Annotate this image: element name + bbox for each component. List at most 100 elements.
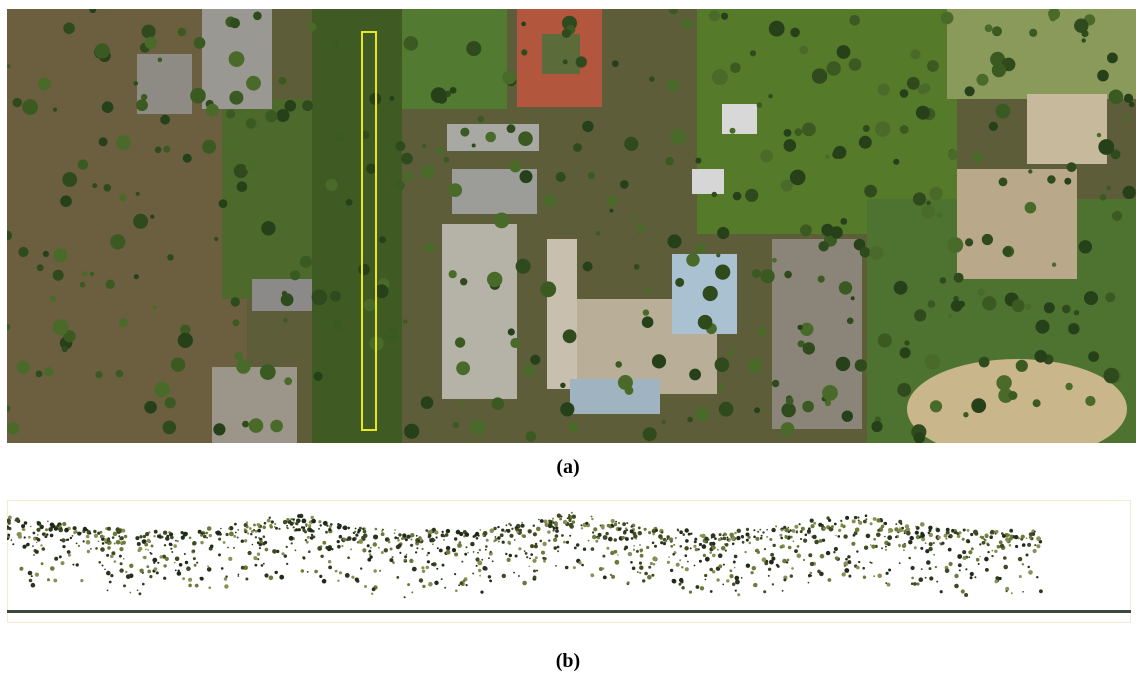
leaf-point bbox=[675, 537, 677, 539]
tree bbox=[918, 85, 927, 94]
leaf-point bbox=[585, 522, 588, 525]
leaf-point bbox=[963, 529, 966, 532]
leaf-point bbox=[368, 551, 370, 553]
leaf-point bbox=[443, 539, 445, 541]
leaf-point bbox=[223, 541, 226, 544]
leaf-point bbox=[945, 568, 950, 573]
leaf-point bbox=[62, 545, 65, 548]
leaf-point bbox=[819, 572, 824, 577]
leaf-point bbox=[418, 540, 420, 542]
tree bbox=[470, 419, 485, 434]
leaf-point bbox=[50, 534, 54, 538]
leaf-point bbox=[959, 569, 961, 571]
leaf-point bbox=[751, 571, 754, 574]
leaf-point bbox=[887, 535, 892, 540]
leaf-point bbox=[670, 545, 673, 548]
leaf-point bbox=[506, 524, 508, 526]
leaf-point bbox=[308, 550, 311, 553]
leaf-point bbox=[569, 535, 571, 537]
leaf-point bbox=[205, 532, 208, 535]
leaf-point bbox=[272, 549, 277, 554]
tree bbox=[893, 159, 899, 165]
leaf-point bbox=[179, 563, 183, 567]
tree bbox=[326, 179, 338, 191]
building bbox=[692, 169, 724, 194]
tree bbox=[1109, 90, 1124, 105]
leaf-point bbox=[452, 548, 456, 552]
leaf-point bbox=[271, 520, 274, 523]
leaf-point bbox=[241, 540, 244, 543]
tree bbox=[695, 243, 706, 254]
leaf-point bbox=[895, 523, 897, 525]
leaf-point bbox=[46, 533, 48, 535]
tree bbox=[1106, 186, 1110, 190]
leaf-point bbox=[339, 535, 343, 539]
leaf-point bbox=[1011, 592, 1013, 594]
leaf-point bbox=[1022, 543, 1026, 547]
tree bbox=[485, 132, 496, 143]
leaf-point bbox=[929, 576, 933, 580]
leaf-point bbox=[354, 531, 356, 533]
leaf-point bbox=[933, 554, 935, 556]
tree bbox=[689, 369, 701, 381]
leaf-point bbox=[759, 529, 761, 531]
leaf-point bbox=[769, 560, 774, 565]
leaf-point bbox=[856, 550, 858, 552]
leaf-point bbox=[100, 547, 105, 552]
leaf-point bbox=[578, 561, 581, 564]
tree bbox=[982, 234, 993, 245]
leaf-point bbox=[411, 533, 413, 535]
leaf-point bbox=[292, 518, 295, 521]
tree bbox=[715, 265, 730, 280]
leaf-point bbox=[639, 566, 643, 570]
leaf-point bbox=[591, 547, 595, 551]
tree bbox=[1008, 391, 1017, 400]
leaf-point bbox=[548, 540, 550, 542]
leaf-point bbox=[621, 536, 624, 539]
leaf-point bbox=[974, 576, 976, 578]
tree bbox=[681, 18, 692, 29]
tree bbox=[1044, 302, 1055, 313]
leaf-point bbox=[37, 538, 41, 542]
leaf-point bbox=[495, 536, 497, 538]
leaf-point bbox=[732, 583, 735, 586]
leaf-point bbox=[570, 516, 573, 519]
leaf-point bbox=[694, 565, 696, 567]
tree bbox=[436, 147, 444, 155]
leaf-point bbox=[725, 550, 727, 552]
leaf-point bbox=[185, 561, 188, 564]
tree bbox=[395, 181, 405, 191]
leaf-point bbox=[522, 534, 526, 538]
leaf-point bbox=[698, 548, 700, 550]
tree bbox=[530, 355, 540, 365]
leaf-point bbox=[663, 542, 666, 545]
leaf-point bbox=[12, 543, 14, 545]
leaf-point bbox=[646, 546, 649, 549]
leaf-point bbox=[652, 533, 655, 536]
leaf-point bbox=[352, 537, 356, 541]
leaf-point bbox=[913, 582, 917, 586]
leaf-point bbox=[422, 570, 425, 573]
leaf-point bbox=[425, 529, 428, 532]
tree bbox=[772, 380, 779, 387]
leaf-point bbox=[433, 539, 436, 542]
leaf-point bbox=[704, 574, 707, 577]
leaf-point bbox=[346, 538, 349, 541]
leaf-point bbox=[125, 571, 127, 573]
leaf-point bbox=[688, 533, 691, 536]
leaf-point bbox=[437, 547, 439, 549]
leaf-point bbox=[188, 578, 192, 582]
tree bbox=[624, 137, 638, 151]
leaf-point bbox=[36, 528, 40, 532]
leaf-point bbox=[834, 547, 838, 551]
leaf-point bbox=[835, 556, 839, 560]
leaf-point bbox=[22, 528, 24, 530]
leaf-point bbox=[851, 542, 855, 546]
tree bbox=[563, 329, 577, 343]
leaf-point bbox=[311, 519, 316, 524]
leaf-point bbox=[405, 538, 408, 541]
tree bbox=[634, 264, 640, 270]
leaf-point bbox=[246, 526, 249, 529]
tree bbox=[900, 347, 911, 358]
leaf-point bbox=[124, 535, 127, 538]
